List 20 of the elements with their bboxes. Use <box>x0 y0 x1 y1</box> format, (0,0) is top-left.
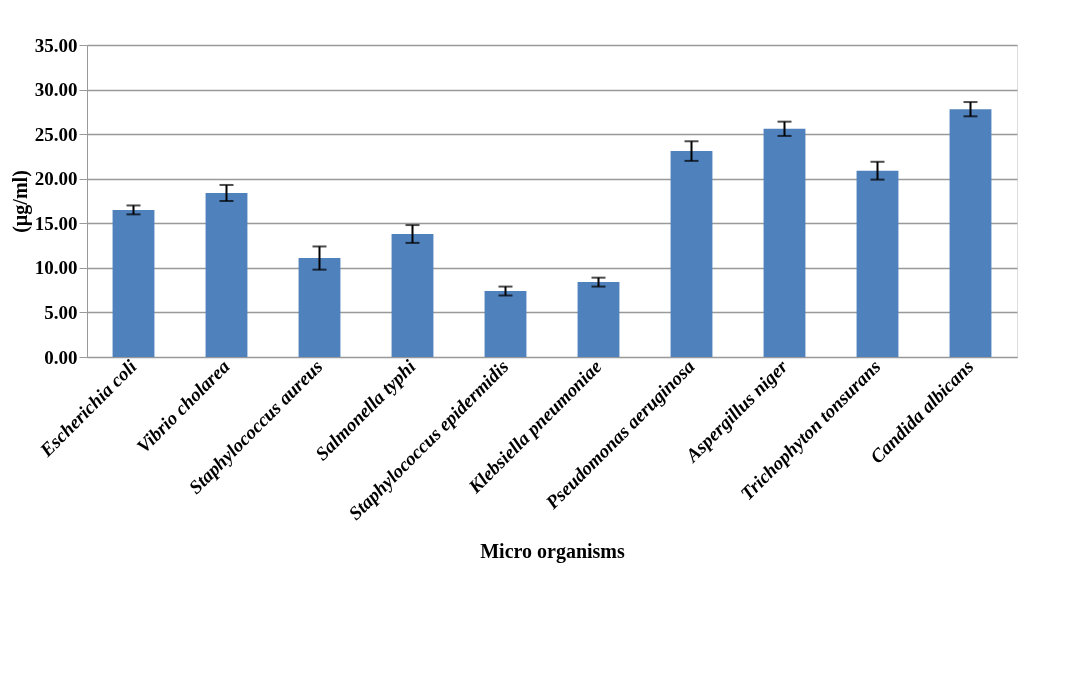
y-axis-title: (µg/ml) <box>8 170 32 233</box>
x-axis-title: Micro organisms <box>480 539 626 563</box>
y-tick-label: 5.00 <box>44 301 78 323</box>
bar <box>391 233 434 357</box>
y-tick-label: 10.00 <box>34 257 78 279</box>
bar <box>856 170 899 357</box>
y-tick-label: 20.00 <box>34 168 78 190</box>
bar <box>949 109 992 357</box>
y-tick-label: 0.00 <box>44 346 78 368</box>
bar <box>298 258 341 357</box>
bar <box>112 209 155 357</box>
bar <box>205 192 248 357</box>
y-tick-label: 15.00 <box>34 212 78 234</box>
bar <box>577 282 620 357</box>
y-tick-label: 25.00 <box>34 123 78 145</box>
bar <box>484 291 527 357</box>
bar <box>763 128 806 357</box>
y-tick-label: 30.00 <box>34 79 78 101</box>
bar <box>670 151 713 357</box>
y-tick-label: 35.00 <box>34 34 78 56</box>
